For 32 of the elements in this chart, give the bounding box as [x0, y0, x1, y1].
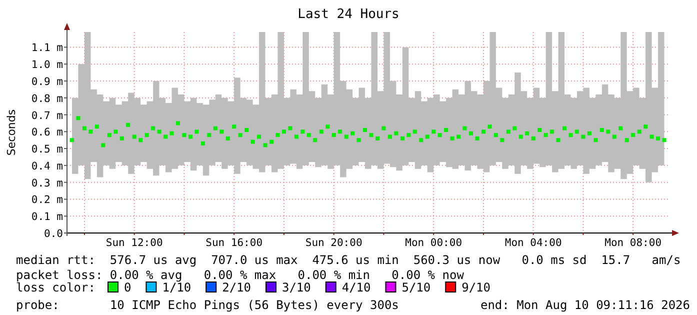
text: packet loss: 0.00 % avg 0.00 % max 0.00 % min 0.00 % now — [16, 268, 465, 282]
x-tick-label: Sun 12:00 — [106, 237, 163, 249]
y-tick-label: 0.2 m — [31, 194, 63, 206]
legend-label: 1/10 — [162, 280, 192, 294]
y-tick-label: 0.0 — [44, 228, 63, 240]
x-tick-label: Mon 04:00 — [504, 237, 562, 249]
x-tick-label: Sun 16:00 — [206, 237, 263, 249]
y-tick-label: 0.3 m — [31, 177, 63, 190]
x-tick-label: Mon 00:00 — [405, 237, 462, 249]
legend-label: 0 — [124, 280, 132, 294]
legend-label: 9/10 — [462, 280, 491, 294]
x-tick-label: Mon 08:00 — [604, 237, 662, 249]
legend-label: 5/10 — [402, 280, 431, 294]
legend-label: 3/10 — [282, 280, 311, 294]
y-tick-label: 1.1 m — [31, 42, 63, 54]
text: median rtt: 576.7 us avg 707.0 us max 475.6 us min 560.3 us now 0.0 ms sd 15.7 am/s — [16, 253, 681, 267]
y-tick-label: 0.1 m — [31, 211, 63, 224]
legend-label: 2/10 — [222, 280, 252, 294]
y-tick-label: 0.4 m — [31, 160, 63, 172]
text: probe: 10 ICMP Echo Pings (56 Bytes) every 300s — [16, 298, 399, 312]
legend-label: 4/10 — [342, 280, 371, 294]
y-tick-label: 0.7 m — [31, 110, 63, 122]
chart-title: Last 24 Hours — [298, 7, 400, 22]
y-tick-label: 0.9 m — [31, 76, 63, 88]
y-tick-label: 1.0 m — [31, 59, 63, 72]
y-axis-title: Seconds — [5, 109, 18, 156]
text: end: Mon Aug 10 09:11:16 2026 — [480, 298, 690, 312]
legend-title: loss color: — [16, 280, 96, 294]
x-tick-label: Sun 20:00 — [305, 237, 362, 249]
y-tick-label: 0.5 m — [31, 144, 63, 156]
y-tick-label: 0.8 m — [31, 92, 63, 105]
y-tick-label: 0.6 m — [31, 126, 63, 139]
